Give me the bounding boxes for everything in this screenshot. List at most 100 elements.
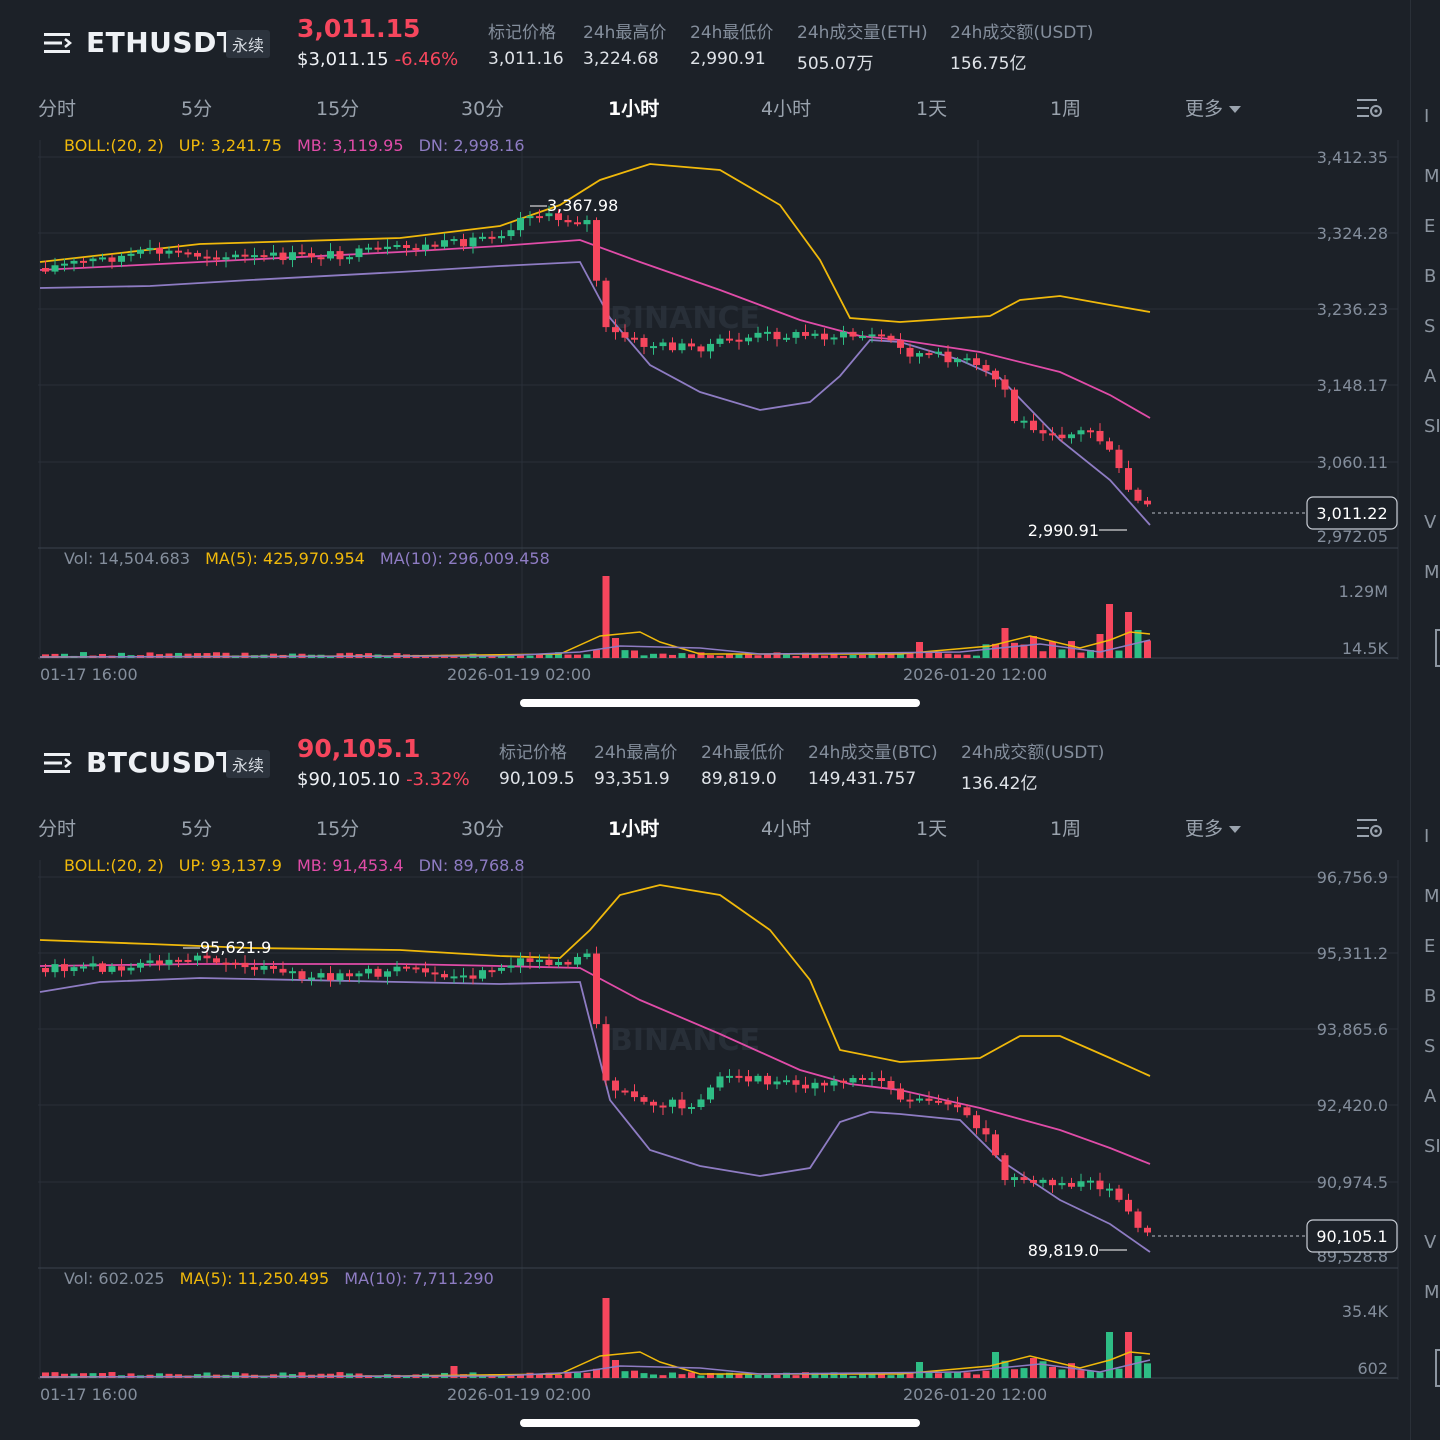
candle-body — [640, 337, 648, 347]
candle-body — [1068, 434, 1075, 439]
price-axis-label: 2,972.05 — [1317, 527, 1388, 546]
candle-body — [612, 327, 619, 333]
volume-bar — [821, 1373, 828, 1378]
candle-body — [317, 257, 325, 260]
tab-more[interactable]: 更多 — [1185, 94, 1242, 121]
tab-5m[interactable]: 5分 — [181, 98, 213, 120]
candle-body — [773, 331, 781, 340]
candle-body — [365, 247, 372, 250]
tab-4h[interactable]: 4小时 — [761, 818, 812, 840]
volume-bar — [840, 655, 847, 658]
volume-bar — [479, 655, 486, 658]
boll-middle-line — [39, 963, 1151, 1165]
volume-bar — [1087, 650, 1094, 658]
candle-body — [1068, 1182, 1075, 1187]
volume-bar — [726, 654, 733, 658]
candle-body — [51, 964, 59, 973]
candle-body — [127, 967, 135, 971]
candle-body — [507, 965, 515, 968]
symbol-name[interactable]: ETHUSDT — [86, 26, 237, 59]
tab-1d[interactable]: 1天 — [916, 818, 948, 840]
tab-1d[interactable]: 1天 — [916, 98, 948, 120]
volume-bar — [184, 653, 192, 658]
menu-icon[interactable] — [42, 30, 74, 56]
candle-body — [118, 966, 125, 971]
volume-bar — [925, 1372, 933, 1378]
tab-15m[interactable]: 15分 — [316, 98, 360, 120]
eth-panel: BINANCE 3,412.35 3,324.28 3,236.23 3,148.17 3… — [0, 0, 1440, 720]
volume-bar — [241, 1373, 249, 1378]
candle-body — [99, 963, 106, 972]
volume-bar — [745, 652, 752, 658]
price-axis-label: 3,060.11 — [1317, 453, 1388, 472]
volume-bar — [42, 654, 49, 658]
volume-bar — [669, 1372, 676, 1378]
volume-bar — [1144, 640, 1151, 658]
volume-bar — [118, 652, 125, 658]
volume-bar — [631, 1370, 638, 1378]
usd-price-line: $90,105.10 -3.32% — [297, 769, 470, 790]
candle-body — [137, 249, 144, 254]
candle-body — [51, 265, 59, 272]
settings-icon[interactable] — [1356, 96, 1384, 120]
candle-body — [156, 247, 163, 254]
tab-more[interactable]: 更多 — [1185, 814, 1242, 841]
candle-body — [241, 962, 249, 968]
candle-body — [346, 257, 353, 260]
candle-body — [213, 958, 220, 963]
tab-1h[interactable]: 1小时 — [608, 98, 660, 120]
stat-value: 93,351.9 — [594, 769, 670, 789]
candle-body — [716, 338, 724, 344]
eth-chart[interactable]: BINANCE 3,412.35 3,324.28 3,236.23 3,148.17 3… — [0, 0, 1440, 720]
candle-body — [555, 213, 562, 221]
tab-time-sharing[interactable]: 分时 — [38, 818, 77, 840]
volume-ma10-line — [39, 639, 1151, 658]
tab-1h[interactable]: 1小时 — [608, 818, 660, 840]
tab-1w[interactable]: 1周 — [1050, 818, 1082, 840]
volume-bar — [944, 653, 952, 658]
tab-30m[interactable]: 30分 — [461, 98, 505, 120]
candle-body — [403, 245, 410, 248]
volume-bar — [602, 1298, 610, 1378]
price-axis-label: 92,420.0 — [1317, 1096, 1388, 1115]
menu-icon[interactable] — [42, 750, 74, 776]
tab-time-sharing[interactable]: 分时 — [38, 98, 77, 120]
volume-bar — [764, 653, 771, 658]
candle-body — [726, 338, 733, 341]
candle-body — [194, 252, 201, 257]
settings-icon[interactable] — [1356, 816, 1384, 840]
vol-ma10: MA(10): 296,009.458 — [379, 549, 550, 568]
tab-30m[interactable]: 30分 — [461, 818, 505, 840]
candle-body — [374, 247, 382, 250]
volume-bar — [954, 1372, 961, 1378]
boll-lower-line — [39, 977, 1151, 1253]
candle-body — [108, 257, 116, 262]
volume-bar — [1106, 1332, 1113, 1378]
volume-bar — [545, 653, 553, 658]
candle-body — [868, 1078, 876, 1081]
time-axis-label: 01-17 16:00 — [40, 1385, 138, 1404]
candle-body — [688, 1107, 695, 1110]
candle-body — [289, 971, 296, 974]
candle-body — [108, 966, 116, 972]
tab-15m[interactable]: 15分 — [316, 818, 360, 840]
candle-body — [1039, 1179, 1047, 1183]
tab-5m[interactable]: 5分 — [181, 818, 213, 840]
tab-1w[interactable]: 1周 — [1050, 98, 1082, 120]
candle-body — [916, 1098, 923, 1101]
volume-bar — [906, 652, 914, 658]
candle-body — [336, 973, 344, 981]
more-label: 更多 — [1185, 98, 1224, 120]
candle-body — [498, 967, 505, 971]
volume-bar — [574, 1372, 581, 1378]
price-axis-label: 3,148.17 — [1317, 376, 1388, 395]
volume-bar — [973, 655, 980, 658]
btc-chart[interactable]: BINANCE 96,756.9 95,311.2 93,865.6 92,420.0 9… — [0, 720, 1440, 1440]
tab-4h[interactable]: 4小时 — [761, 98, 812, 120]
candle-body — [878, 1078, 885, 1081]
boll-legend: BOLL:(20, 2) UP: 93,137.9 MB: 91,453.4 D… — [64, 856, 535, 875]
symbol-name[interactable]: BTCUSDT — [86, 746, 236, 779]
candle-body — [621, 1090, 629, 1093]
candle-body — [688, 343, 695, 347]
interval-tabs: 分时 5分 15分 30分 1小时 4小时 1天 1周 更多 — [0, 808, 1440, 848]
